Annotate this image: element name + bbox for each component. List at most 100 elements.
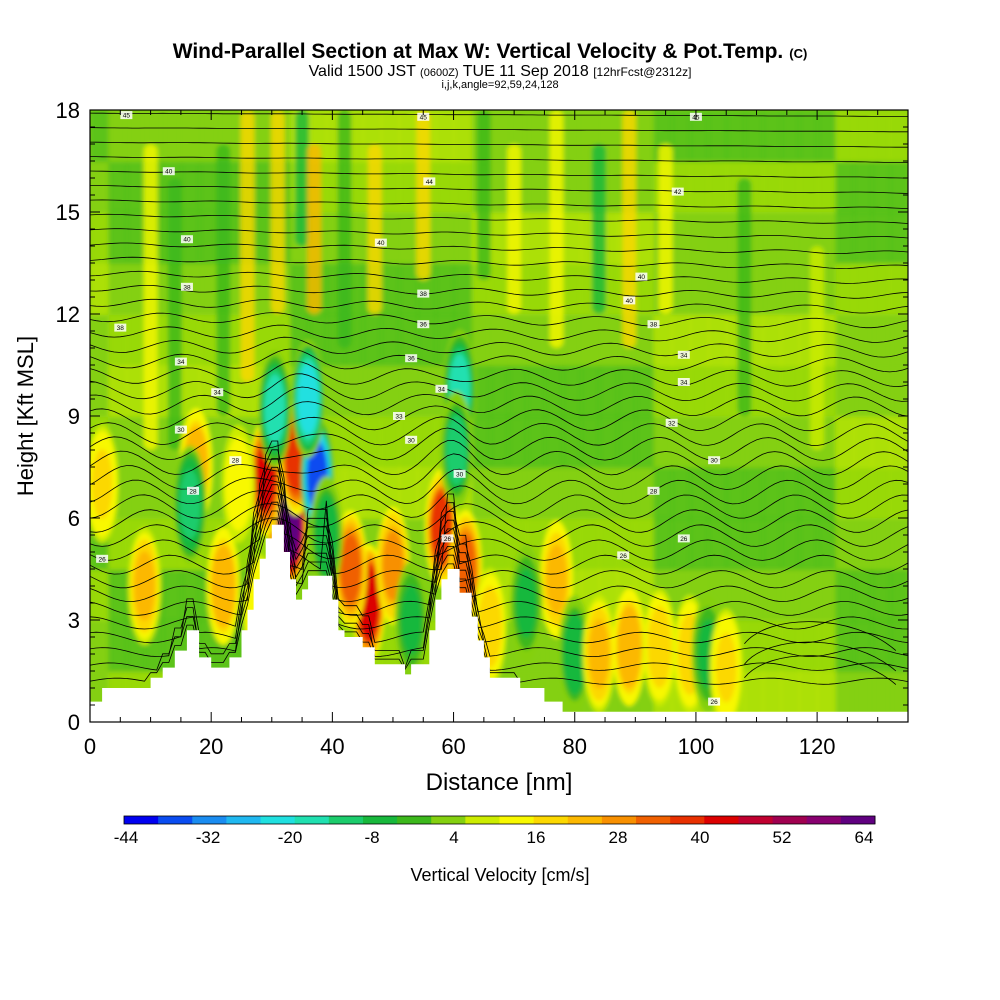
w-background-cell bbox=[126, 263, 146, 315]
x-tick-label: 0 bbox=[84, 734, 96, 759]
w-streak bbox=[337, 110, 352, 348]
theta-contour bbox=[90, 312, 908, 329]
w-background-cell bbox=[726, 110, 746, 162]
colorbar-tick-label: 4 bbox=[449, 828, 458, 847]
w-background-cell bbox=[762, 263, 782, 315]
w-background-cell bbox=[562, 314, 582, 366]
theta-contour bbox=[90, 475, 908, 616]
w-background-cell bbox=[253, 110, 273, 162]
w-feature bbox=[515, 568, 537, 638]
contour-label: 36 bbox=[417, 320, 430, 329]
w-streak bbox=[476, 110, 491, 280]
w-background-cell bbox=[435, 161, 455, 213]
y-tick-label: 6 bbox=[68, 506, 80, 531]
w-feature bbox=[382, 530, 404, 601]
w-background-cell bbox=[653, 467, 673, 519]
y-tick-label: 3 bbox=[68, 608, 80, 633]
w-background-cell bbox=[562, 416, 582, 468]
w-background-cell bbox=[526, 110, 546, 162]
w-background-cell bbox=[780, 365, 800, 417]
w-background-cell bbox=[508, 467, 528, 519]
w-background-cell bbox=[253, 161, 273, 213]
w-background-cell bbox=[526, 212, 546, 264]
w-background-cell bbox=[780, 518, 800, 570]
w-background-cell bbox=[453, 110, 473, 162]
w-background-cell bbox=[489, 365, 510, 417]
w-background-cell bbox=[90, 620, 110, 672]
w-background-cell bbox=[344, 365, 364, 417]
w-background-cell bbox=[471, 416, 491, 468]
w-streak bbox=[167, 178, 182, 450]
w-background-cell bbox=[853, 314, 873, 366]
w-background-cell bbox=[435, 263, 455, 315]
w-background-cell bbox=[489, 161, 510, 213]
w-background-cell bbox=[671, 467, 691, 519]
w-background-cell bbox=[889, 416, 908, 468]
w-background-cell bbox=[598, 416, 619, 468]
contour-label: 34 bbox=[435, 384, 448, 393]
w-background-cell bbox=[180, 569, 201, 621]
w-background-cell bbox=[853, 110, 873, 162]
w-background-cell bbox=[580, 314, 600, 366]
contour-label: 28 bbox=[187, 486, 200, 495]
w-background-cell bbox=[726, 569, 746, 621]
svg-text:30: 30 bbox=[710, 458, 718, 465]
w-background-cell bbox=[508, 416, 528, 468]
w-background-cell bbox=[853, 365, 873, 417]
w-feature bbox=[316, 500, 337, 570]
w-background-cell bbox=[780, 671, 800, 722]
colorbar-swatch bbox=[704, 816, 739, 824]
svg-text:38: 38 bbox=[183, 284, 191, 291]
w-feature bbox=[649, 612, 670, 682]
w-background-cell bbox=[617, 365, 637, 417]
w-background-cell bbox=[344, 416, 364, 468]
y-axis-label: Height [Kft MSL] bbox=[13, 336, 38, 496]
theta-contour bbox=[90, 503, 908, 533]
contour-labels: 4545454044424040383840383640383436343434… bbox=[96, 111, 721, 706]
w-background-cell bbox=[835, 161, 855, 213]
colorbar: -44 -32 -20 -8 4 16 28 40 52 64 bbox=[114, 815, 876, 847]
theta-contour bbox=[90, 468, 908, 505]
svg-text:30: 30 bbox=[177, 427, 185, 434]
w-feature bbox=[715, 632, 737, 703]
colorbar-tick-label: 40 bbox=[691, 828, 710, 847]
contour-label: 36 bbox=[405, 354, 418, 363]
w-background-cell bbox=[817, 569, 837, 621]
w-background-cell bbox=[90, 161, 110, 213]
w-background-cell bbox=[399, 110, 419, 162]
svg-text:36: 36 bbox=[420, 322, 428, 329]
svg-text:34: 34 bbox=[214, 390, 222, 397]
w-background-cell bbox=[744, 518, 764, 570]
w-feature bbox=[588, 619, 610, 689]
contour-label: 40 bbox=[162, 167, 175, 176]
svg-text:34: 34 bbox=[680, 352, 688, 359]
w-background-cell bbox=[180, 314, 201, 366]
copyright-mark: (C) bbox=[789, 46, 807, 61]
svg-text:45: 45 bbox=[420, 114, 428, 121]
w-background-cell bbox=[453, 212, 473, 264]
contour-label: 26 bbox=[96, 554, 109, 563]
theta-contour bbox=[90, 449, 908, 575]
svg-text:26: 26 bbox=[444, 536, 452, 543]
svg-text:26: 26 bbox=[710, 699, 718, 706]
w-background-cell bbox=[671, 416, 691, 468]
contour-label: 26 bbox=[677, 534, 690, 543]
w-streak bbox=[658, 144, 673, 314]
chart-subtitle-indices: i,j,k,angle=92,59,24,128 bbox=[441, 79, 558, 91]
w-background-cell bbox=[708, 365, 728, 417]
contour-label: 34 bbox=[211, 388, 224, 397]
w-background-cell bbox=[708, 518, 728, 570]
theta-contour bbox=[90, 298, 908, 314]
svg-text:28: 28 bbox=[650, 488, 658, 495]
theta-contour-low bbox=[744, 641, 897, 672]
w-background-cell bbox=[417, 416, 437, 468]
colorbar-swatch bbox=[465, 816, 500, 824]
w-background-cell bbox=[853, 161, 873, 213]
svg-text:45: 45 bbox=[123, 113, 131, 120]
contour-label: 38 bbox=[647, 320, 660, 329]
w-background-cell bbox=[744, 416, 764, 468]
y-tick-label: 0 bbox=[68, 710, 80, 735]
w-background-cell bbox=[671, 212, 691, 264]
colorbar-tick-label: -32 bbox=[196, 828, 221, 847]
x-axis-label: Distance [nm] bbox=[426, 769, 573, 796]
